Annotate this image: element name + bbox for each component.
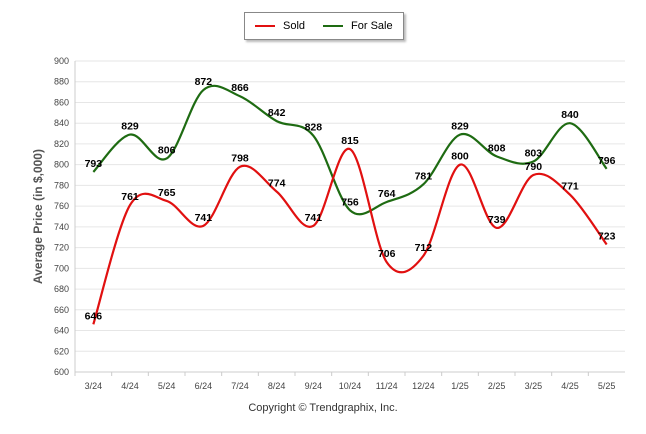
data-label-sold: 741 <box>195 212 213 224</box>
legend-label-sold: Sold <box>283 20 306 32</box>
x-tick-label: 2/25 <box>488 381 506 391</box>
data-label-sold: 798 <box>231 153 249 165</box>
y-tick-label: 720 <box>54 243 69 253</box>
data-label-for-sale: 829 <box>451 121 469 133</box>
data-label-sold: 723 <box>598 230 616 242</box>
data-label-for-sale: 842 <box>268 107 286 119</box>
data-label-for-sale: 808 <box>488 142 506 154</box>
y-tick-label: 700 <box>54 263 69 273</box>
data-label-for-sale: 764 <box>378 188 396 200</box>
data-label-for-sale: 796 <box>598 155 616 167</box>
x-tick-label: 5/25 <box>598 381 616 391</box>
copyright-text: Copyright © Trendgraphix, Inc. <box>248 402 398 414</box>
data-label-for-sale: 840 <box>561 109 579 121</box>
data-label-sold: 739 <box>488 214 506 226</box>
data-label-sold: 761 <box>121 191 139 203</box>
x-tick-label: 3/25 <box>525 381 543 391</box>
x-tick-label: 3/24 <box>85 381 103 391</box>
legend-swatch-for-sale <box>323 25 344 27</box>
y-tick-label: 760 <box>54 201 69 211</box>
x-tick-label: 1/25 <box>451 381 469 391</box>
x-tick-label: 8/24 <box>268 381 286 391</box>
data-label-sold: 706 <box>378 248 396 260</box>
data-label-for-sale: 803 <box>525 148 543 160</box>
legend-item-sold: Sold <box>255 20 305 32</box>
y-tick-label: 680 <box>54 284 69 294</box>
data-label-for-sale: 781 <box>415 170 433 182</box>
data-label-for-sale: 866 <box>231 82 249 94</box>
data-label-for-sale: 872 <box>195 76 213 88</box>
data-label-for-sale: 829 <box>121 121 139 133</box>
y-tick-label: 620 <box>54 346 69 356</box>
data-label-for-sale: 793 <box>85 158 103 170</box>
y-axis-title: Average Price (in $,000) <box>31 149 45 284</box>
y-tick-label: 660 <box>54 305 69 315</box>
data-label-sold: 800 <box>451 151 469 163</box>
x-tick-label: 4/24 <box>121 381 139 391</box>
chart-legend: Sold For Sale <box>244 12 404 40</box>
data-label-sold: 741 <box>305 212 323 224</box>
series-line-sold <box>92 148 608 325</box>
data-label-sold: 774 <box>268 178 286 190</box>
x-tick-label: 5/24 <box>158 381 176 391</box>
data-label-for-sale: 756 <box>341 196 359 208</box>
series-line-for-sale <box>92 84 608 216</box>
data-label-sold: 790 <box>525 161 543 173</box>
data-label-sold: 771 <box>561 181 579 193</box>
data-label-sold: 815 <box>341 135 359 147</box>
data-label-for-sale: 806 <box>158 144 176 156</box>
y-tick-label: 740 <box>54 222 69 232</box>
data-label-sold: 765 <box>158 187 176 199</box>
y-tick-label: 780 <box>54 180 69 190</box>
legend-swatch-sold <box>255 25 275 27</box>
x-tick-label: 9/24 <box>305 381 323 391</box>
x-tick-label: 4/25 <box>561 381 579 391</box>
y-tick-label: 860 <box>54 97 69 107</box>
y-tick-label: 900 <box>54 56 69 66</box>
data-label-sold: 712 <box>415 242 433 254</box>
x-tick-label: 7/24 <box>231 381 249 391</box>
legend-label-for-sale: For Sale <box>351 20 393 32</box>
y-tick-label: 840 <box>54 118 69 128</box>
y-tick-label: 800 <box>54 160 69 170</box>
data-label-for-sale: 828 <box>305 122 323 134</box>
y-tick-label: 820 <box>54 139 69 149</box>
x-tick-label: 6/24 <box>195 381 213 391</box>
x-tick-label: 12/24 <box>412 381 435 391</box>
y-tick-label: 880 <box>54 77 69 87</box>
y-tick-label: 600 <box>54 367 69 377</box>
y-tick-label: 640 <box>54 326 69 336</box>
x-tick-label: 11/24 <box>376 381 398 391</box>
x-tick-label: 10/24 <box>339 381 362 391</box>
data-label-sold: 646 <box>85 310 103 322</box>
legend-item-for-sale: For Sale <box>323 20 393 32</box>
